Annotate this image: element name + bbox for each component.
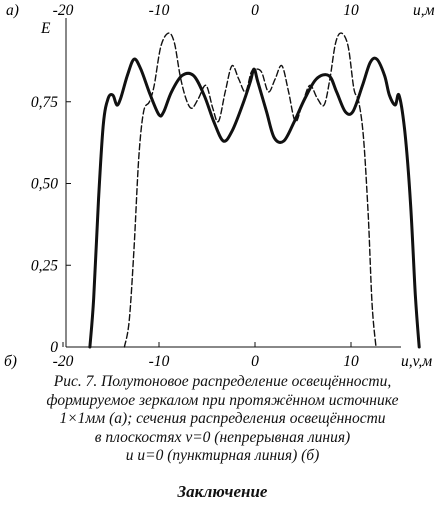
caption-line: в плоскостях v=0 (непрерывная линия) [94,428,351,446]
section-heading: Заключение [177,482,268,501]
y-axis-ticks: 0 0,25 0,50 0,75 [31,94,71,356]
top-tick-label: -10 [149,2,170,19]
x-tick-label: 10 [343,353,359,370]
top-tick-label: 10 [343,2,359,19]
top-axis-ticks: -20 -10 0 10 [53,2,359,19]
x-tick-label: 0 [251,353,259,370]
caption-line: 1×1мм (а); сечения распределения освещён… [59,410,386,427]
top-axis-label: u,м [413,2,435,19]
caption-line: и u=0 (пунктирная линия) (б) [125,447,320,464]
x-axis-label: u,v,м [401,353,432,370]
x-tick-label: -20 [53,353,74,370]
x-tick-label: -10 [149,353,170,370]
y-tick-label: 0,50 [31,176,58,193]
top-tick-label: -20 [53,2,74,19]
y-tick-label: 0,75 [31,94,58,111]
y-tick-label: 0,25 [31,257,58,274]
figure-caption: Рис. 7. Полутоновое распределение освещё… [0,373,445,466]
x-axis-ticks: -20 -10 0 10 [53,342,359,370]
plot-area [88,32,421,349]
series-line-u0-dashed [123,32,377,348]
top-tick-label: 0 [251,2,259,19]
y-tick-label: 0 [50,339,58,356]
top-panel-label: а) [6,2,19,19]
figure: а) -20 -10 0 10 u,м E 00,250,500,75 б) -20-… [4,2,435,370]
caption-line: формируемое зеркалом при протяжённом ист… [46,391,399,409]
series-line-v0-solid [88,56,421,349]
y-axis-label: E [40,20,51,37]
caption-line: Рис. 7. Полутоновое распределение освещё… [53,373,392,390]
bottom-panel-label: б) [4,353,17,370]
